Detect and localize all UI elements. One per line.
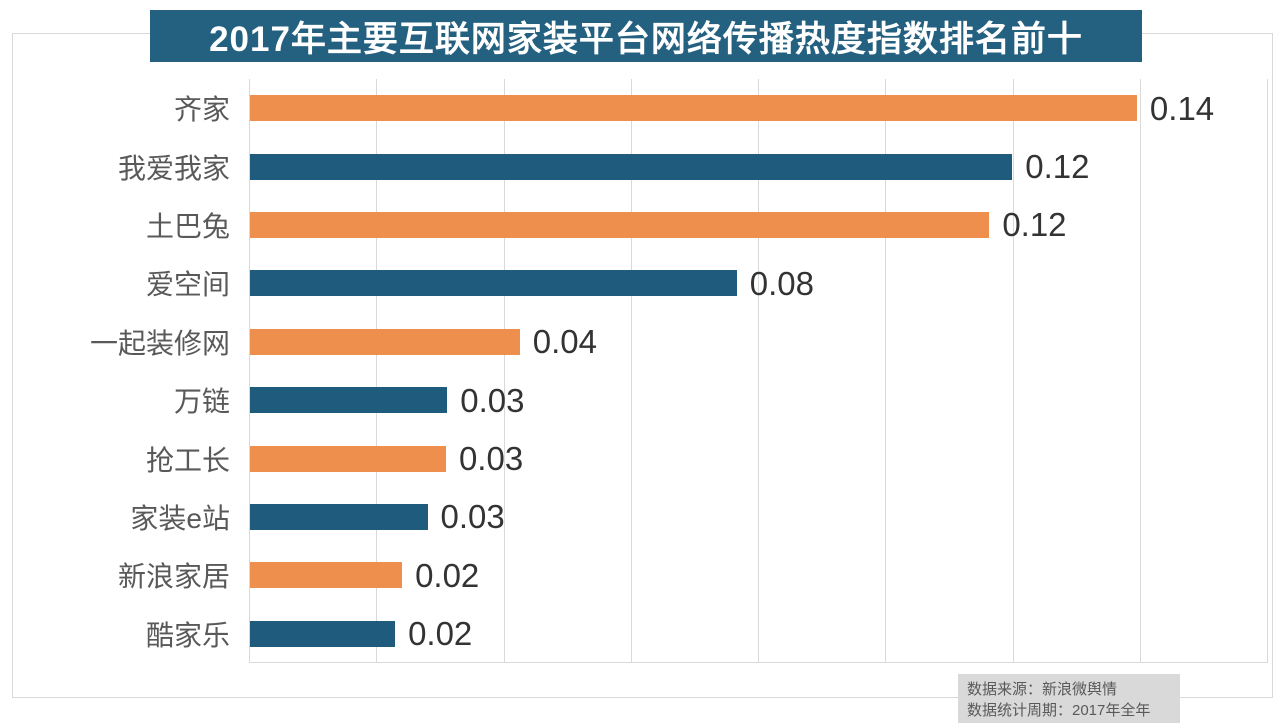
category-label: 酷家乐	[145, 619, 230, 651]
gridline	[249, 79, 250, 663]
bar-row: 0.12	[250, 137, 1268, 195]
value-label: 0.12	[1002, 206, 1067, 244]
value-label: 0.14	[1149, 89, 1215, 127]
value-label: 0.03	[458, 440, 524, 478]
category-label: 爱空间	[145, 269, 230, 301]
source-line-2: 数据统计周期：2017年全年	[967, 702, 1151, 719]
x-axis-line	[250, 662, 1268, 663]
bar	[250, 503, 428, 530]
bar-row: 0.03	[250, 429, 1268, 487]
value-label: 0.02	[415, 556, 480, 594]
bar	[250, 95, 1137, 122]
category-label: 家装e站	[130, 502, 230, 534]
bar-row: 0.03	[250, 488, 1268, 546]
value-label: 0.03	[440, 498, 505, 536]
gridline	[885, 79, 887, 663]
source-note: 数据来源：新浪微舆情 数据统计周期：2017年全年	[958, 674, 1180, 723]
bar-row: 0.04	[250, 313, 1268, 371]
bar	[250, 153, 1013, 180]
bar-row: 0.02	[250, 605, 1268, 663]
bar	[250, 211, 990, 238]
category-labels-column: 齐家我爱我家土巴兔爱空间一起装修网万链抢工长家装e站新浪家居酷家乐	[12, 79, 230, 663]
gridline	[758, 79, 759, 663]
bar-rows-container: 0.14 0.12 0.12 0.08 0.04 0.03 0.03 0.03 0.02 0.02	[250, 79, 1268, 663]
chart-title: 2017年主要互联网家装平台网络传播热度指数排名前十	[209, 19, 1083, 59]
gridline	[1139, 79, 1141, 663]
source-line-1: 数据来源：新浪微舆情	[967, 681, 1118, 698]
category-label: 齐家	[173, 94, 230, 126]
bar-row: 0.12	[250, 196, 1268, 254]
value-label: 0.04	[532, 323, 597, 361]
category-label: 万链	[173, 386, 230, 418]
value-label: 0.12	[1025, 148, 1090, 186]
gridline	[503, 79, 505, 663]
category-label: 抢工长	[145, 444, 230, 476]
gridline	[1267, 79, 1268, 663]
bar-row: 0.14	[250, 79, 1268, 137]
bar	[250, 270, 737, 297]
category-label: 新浪家居	[117, 561, 230, 593]
chart-title-bar: 2017年主要互联网家装平台网络传播热度指数排名前十	[150, 10, 1142, 62]
value-label: 0.02	[408, 615, 473, 653]
bar	[250, 328, 520, 355]
bar-row: 0.08	[250, 254, 1268, 312]
category-label: 土巴兔	[145, 210, 230, 242]
value-label: 0.08	[749, 264, 814, 302]
gridline	[376, 79, 378, 663]
bar-row: 0.02	[250, 546, 1268, 604]
plot-area: 0.14 0.12 0.12 0.08 0.04 0.03 0.03 0.03 0.02 0.02	[249, 79, 1268, 663]
bar-row: 0.03	[250, 371, 1268, 429]
value-label: 0.03	[460, 381, 525, 419]
bar	[250, 445, 446, 472]
category-label: 我爱我家	[117, 152, 230, 184]
gridline	[630, 79, 632, 663]
bar	[250, 387, 448, 414]
category-label: 一起装修网	[89, 327, 230, 359]
gridline	[1012, 79, 1014, 663]
bar	[250, 620, 396, 647]
bar	[250, 562, 403, 589]
